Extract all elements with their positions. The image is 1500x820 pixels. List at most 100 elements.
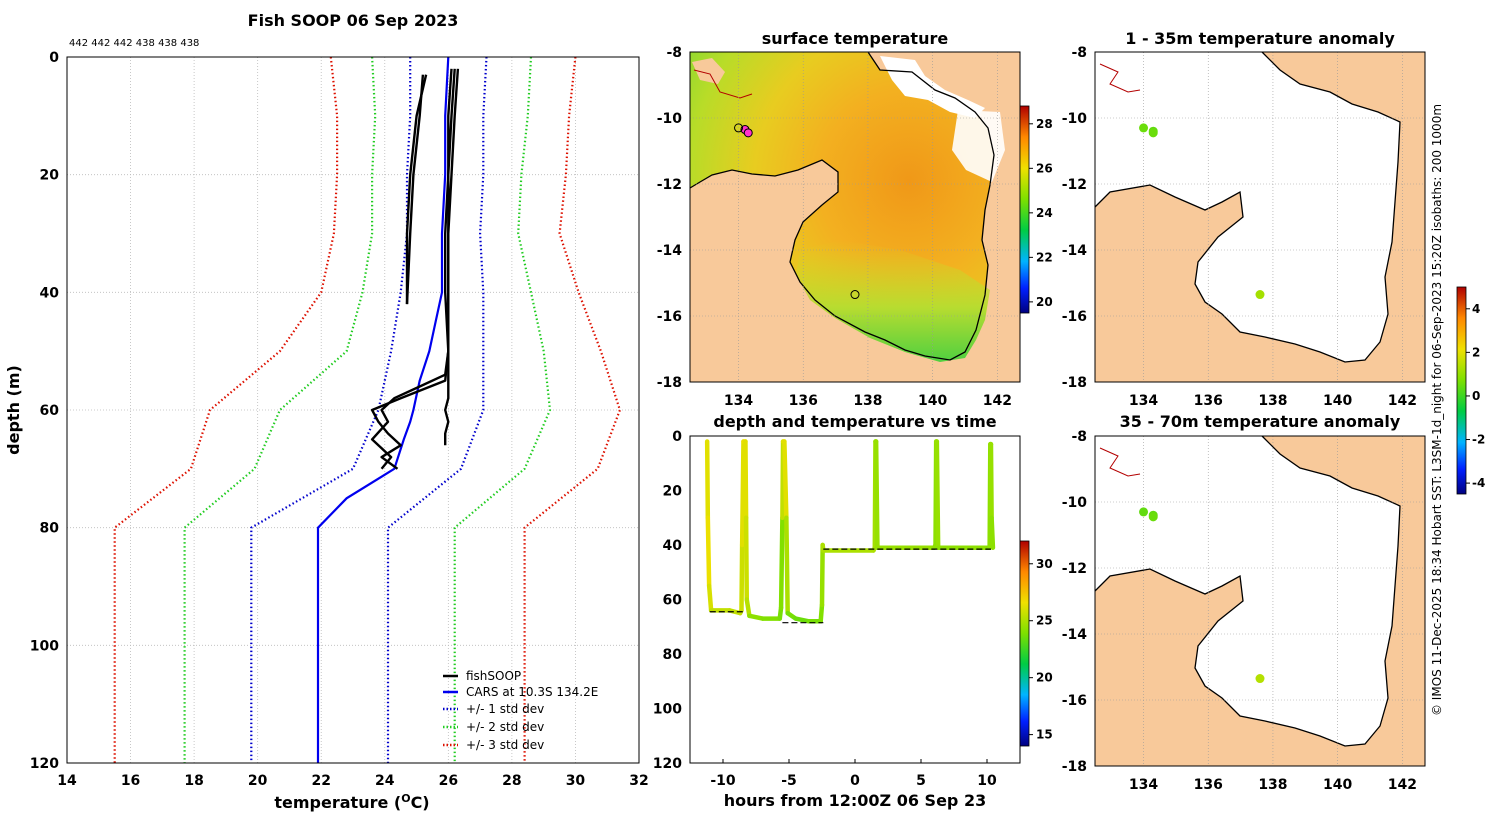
anomaly-shallow-y-tick-label: -10 — [1062, 111, 1088, 127]
depth-time-track-segment — [743, 439, 749, 520]
anomaly-shallow-x-tick-label: 140 — [1323, 393, 1352, 409]
profile-y-tick-label: 40 — [40, 285, 60, 301]
anomaly-shallow-y-tick-label: -12 — [1062, 177, 1087, 193]
sst-y-tick-label: -16 — [657, 309, 682, 325]
profile-tick-labels: 14 16 18 20 22 24 26 28 30 32 0 20 40 60 80 100 120 — [30, 50, 649, 789]
anomaly-colorbar-tick-label: 4 — [1472, 302, 1480, 316]
anomaly-deep-x-tick-label: 142 — [1388, 777, 1417, 793]
depth-time-y-tick-label: 0 — [672, 429, 682, 445]
anomaly-map-shallow: 1 - 35m temperature anomaly 134 136 138 140… — [1062, 29, 1426, 409]
depth-time-y-tick-label: 20 — [663, 484, 683, 500]
profile-y-axis-label: depth (m) — [4, 365, 23, 455]
anomaly-deep-x-tick-label: 140 — [1323, 777, 1352, 793]
depth-time-x-tick-label: 0 — [850, 773, 860, 789]
sst-station-marker — [850, 290, 860, 300]
depth-time-track-segment — [778, 515, 785, 610]
anomaly-shallow-y-tick-label: -8 — [1071, 45, 1087, 61]
sst-colorbar — [1019, 105, 1030, 314]
profile-sd3-minus-line — [113, 57, 339, 763]
profile-y-tick-label: 60 — [40, 403, 60, 419]
anomaly-shallow-y-tick-label: -14 — [1062, 243, 1088, 259]
depth-time-y-tick-label: 100 — [653, 702, 682, 718]
profile-x-tick-label: 32 — [629, 773, 648, 789]
anomaly-colorbar-tick-label: -2 — [1472, 433, 1485, 447]
profile-y-tick-label: 100 — [30, 638, 59, 654]
anomaly-shallow-tick-labels: 134 136 138 140 142 -8 -10 -12 -14 -16 -18 — [1062, 45, 1417, 409]
sst-north-land — [692, 58, 725, 84]
anomaly-colorbar — [1456, 286, 1467, 495]
depth-time-track-segment — [744, 597, 752, 619]
anomaly-deep-coastline — [1094, 435, 1401, 747]
legend-label-2sd: +/- 2 std dev — [466, 720, 544, 734]
depth-time-title: depth and temperature vs time — [713, 412, 996, 431]
profile-y-tick-label: 20 — [40, 168, 60, 184]
depth-time-x-tick-label: 5 — [916, 773, 926, 789]
depth-time-chart: depth and temperature vs time -10 -5 0 5 100… — [653, 412, 1053, 810]
legend-label-cars: CARS at 10.3S 134.2E — [466, 685, 598, 699]
depth-time-y-tick-label: 60 — [663, 593, 683, 609]
profile-std-dev-lines — [113, 57, 622, 763]
depth-time-track-segment — [934, 439, 941, 550]
profile-y-tick-label: 80 — [40, 521, 60, 537]
sst-colorbar-ticks: 20 22 24 26 28 — [1029, 117, 1053, 309]
depth-time-colorbar-tick-label: 15 — [1036, 728, 1053, 742]
sst-colorbar-tick-label: 24 — [1036, 206, 1053, 220]
sst-field-cool-gulf — [796, 240, 990, 362]
depth-time-track-segment — [988, 441, 994, 520]
anomaly-shallow-map-body — [1094, 51, 1426, 383]
sst-station-marker — [743, 128, 753, 138]
depth-time-track-segment — [739, 542, 745, 613]
anomaly-deep-anomaly-point — [1148, 512, 1158, 522]
anomaly-colorbar-tick-label: 2 — [1472, 345, 1480, 359]
profile-fishsoop-cast-line — [444, 68, 460, 446]
anomaly-shallow-anomaly-point — [1255, 290, 1265, 300]
sst-y-tick-label: -18 — [657, 375, 682, 391]
profile-sd1-plus-line — [386, 57, 488, 763]
anomaly-shallow-x-tick-label: 142 — [1388, 393, 1417, 409]
copyright-source-note: © IMOS 11-Dec-2025 18:34 Hobart SST: L3S… — [1430, 104, 1444, 716]
profile-y-tick-label: 0 — [49, 50, 59, 66]
sst-map: surface temperature 134 136 138 140 142 -8 -10… — [657, 29, 1053, 409]
depth-time-track-segment — [782, 439, 789, 520]
sst-colorbar-tick-label: 28 — [1036, 117, 1053, 131]
anomaly-deep-anomaly-point — [1255, 674, 1265, 684]
sst-colorbar-tick-label: 26 — [1036, 161, 1053, 175]
cast-id-label: 442 442 442 438 438 438 — [69, 38, 199, 49]
anomaly-colorbar-ticks: -4 -2 0 2 4 — [1466, 302, 1485, 490]
depth-time-track-segment — [989, 515, 996, 550]
profile-cars-mean — [316, 57, 450, 763]
depth-time-x-tick-label: -5 — [781, 773, 797, 789]
anomaly-deep-y-tick-label: -12 — [1062, 561, 1087, 577]
sst-tick-labels: 134 136 138 140 142 -8 -10 -12 -14 -16 -18 — [657, 45, 1012, 409]
profile-y-tick-label: 120 — [30, 756, 59, 772]
sst-colorbar-tick-label: 20 — [1036, 295, 1053, 309]
profile-x-tick-label: 14 — [57, 773, 77, 789]
depth-time-x-tick-label: 10 — [977, 773, 997, 789]
depth-time-track — [704, 439, 996, 624]
anomaly-deep-grid — [1095, 435, 1425, 767]
anomaly-shallow-axes-frame — [1094, 51, 1426, 383]
depth-time-colorbar — [1019, 540, 1030, 747]
profile-sd1-minus-line — [250, 57, 412, 763]
sst-y-tick-label: -12 — [657, 177, 682, 193]
anomaly-deep-y-tick-label: -10 — [1062, 495, 1088, 511]
profile-x-tick-label: 24 — [375, 773, 395, 789]
anomaly-deep-y-tick-label: -18 — [1062, 759, 1087, 775]
sst-y-tick-label: -10 — [657, 111, 683, 127]
profile-x-tick-label: 16 — [121, 773, 140, 789]
legend-label-3sd: +/- 3 std dev — [466, 738, 544, 752]
profile-axes-frame — [66, 56, 640, 764]
depth-time-track-segment — [743, 515, 750, 602]
depth-time-y-tick-label: 120 — [653, 756, 682, 772]
legend-label-1sd: +/- 1 std dev — [466, 702, 544, 716]
anomaly-deep-x-tick-label: 136 — [1194, 777, 1223, 793]
profile-legend: fishSOOP CARS at 10.3S 134.2E +/- 1 std … — [443, 669, 598, 752]
depth-time-track-segment — [705, 515, 712, 589]
anomaly-shallow-anomaly-point — [1148, 128, 1158, 138]
anomaly-shallow-y-tick-label: -16 — [1062, 309, 1087, 325]
anomaly-shallow-x-tick-label: 138 — [1258, 393, 1287, 409]
anomaly-shallow-y-tick-label: -18 — [1062, 375, 1087, 391]
anomaly-colorbar-tick-label: -4 — [1472, 476, 1485, 490]
depth-time-track-segment — [739, 439, 746, 548]
